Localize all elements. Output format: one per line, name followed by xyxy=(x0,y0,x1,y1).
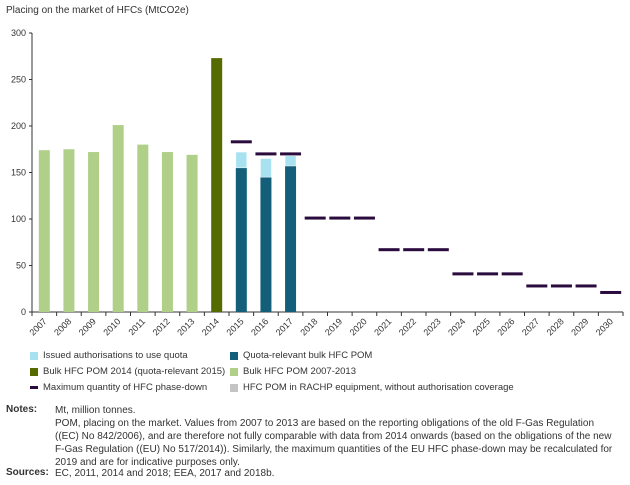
phase-down-cap xyxy=(526,284,548,288)
phase-down-cap xyxy=(403,248,425,252)
x-tick-label: 2014 xyxy=(200,316,221,337)
phase-down-cap xyxy=(304,216,326,220)
x-tick-label: 2016 xyxy=(249,316,270,337)
legend-item: Bulk HFC POM 2007-2013 xyxy=(230,366,356,377)
x-tick-label: 2023 xyxy=(421,316,442,337)
legend-swatch xyxy=(230,383,238,392)
legend-label: Quota-relevant bulk HFC POM xyxy=(243,350,373,361)
bar xyxy=(63,149,75,312)
legend-label: Maximum quantity of HFC phase-down xyxy=(43,382,208,393)
x-tick-label: 2022 xyxy=(397,316,418,337)
sources-label: Sources: xyxy=(6,467,49,478)
x-tick-label: 2009 xyxy=(77,316,98,337)
x-tick-label: 2018 xyxy=(298,316,319,337)
legend-label: Bulk HFC POM 2014 (quota-relevant 2015) xyxy=(43,366,226,377)
sources-text: EC, 2011, 2014 and 2018; EEA, 2017 and 2… xyxy=(55,468,275,479)
y-tick-label: 100 xyxy=(11,214,26,224)
legend-item: HFC POM in RACHP equipment, without auth… xyxy=(230,382,514,393)
x-tick-label: 2025 xyxy=(471,316,492,337)
bar xyxy=(285,165,297,312)
legend-swatch xyxy=(30,386,38,389)
x-tick-label: 2026 xyxy=(495,316,516,337)
bar xyxy=(161,152,173,312)
x-tick-label: 2029 xyxy=(569,316,590,337)
phase-down-cap xyxy=(329,216,351,220)
bar xyxy=(211,58,223,312)
phase-down-cap xyxy=(477,272,499,276)
phase-down-cap xyxy=(501,272,523,276)
phase-down-cap xyxy=(378,248,400,252)
phase-down-cap xyxy=(550,284,572,288)
bar xyxy=(260,158,272,178)
phase-down-cap xyxy=(427,248,449,252)
legend-item: Issued authorisations to use quota xyxy=(30,350,188,361)
x-tick-label: 2027 xyxy=(520,316,541,337)
legend-item: Bulk HFC POM 2014 (quota-relevant 2015) xyxy=(30,366,225,377)
legend-label: Issued authorisations to use quota xyxy=(43,350,188,361)
phase-down-cap xyxy=(600,290,622,294)
legend-label: HFC POM in RACHP equipment, without auth… xyxy=(243,382,514,393)
bar xyxy=(88,152,100,312)
phase-down-cap xyxy=(280,152,302,156)
x-tick-label: 2010 xyxy=(101,316,122,337)
chart-title: Placing on the market of HFCs (MtCO2e) xyxy=(6,5,189,16)
x-tick-label: 2020 xyxy=(348,316,369,337)
x-tick-label: 2008 xyxy=(52,316,73,337)
legend-label: Bulk HFC POM 2007-2013 xyxy=(243,366,356,377)
legend-swatch xyxy=(30,351,38,360)
y-tick-label: 50 xyxy=(16,261,26,271)
phase-down-cap xyxy=(353,216,375,220)
y-tick-label: 200 xyxy=(11,121,26,131)
bar xyxy=(112,125,124,312)
legend-swatch xyxy=(230,367,238,376)
legend-swatch xyxy=(30,367,38,376)
bar xyxy=(186,154,198,312)
bar xyxy=(235,167,247,312)
phase-down-cap xyxy=(255,152,277,156)
x-tick-label: 2028 xyxy=(545,316,566,337)
phase-down-cap xyxy=(230,140,252,144)
y-tick-label: 300 xyxy=(11,28,26,38)
phase-down-cap xyxy=(575,284,597,288)
notes-label: Notes: xyxy=(6,404,38,415)
legend-item: Quota-relevant bulk HFC POM xyxy=(230,350,372,361)
y-tick-label: 250 xyxy=(11,75,26,85)
bar xyxy=(235,151,248,169)
notes-line1: Mt, million tonnes. xyxy=(55,405,136,416)
x-tick-label: 2024 xyxy=(446,316,467,337)
legend-swatch xyxy=(230,351,238,360)
x-tick-label: 2030 xyxy=(594,316,615,337)
y-tick-label: 150 xyxy=(11,168,26,178)
bar xyxy=(38,150,50,312)
x-tick-label: 2012 xyxy=(151,316,172,337)
legend-item: Maximum quantity of HFC phase-down xyxy=(30,382,207,393)
bar xyxy=(137,144,149,312)
phase-down-cap xyxy=(452,272,474,276)
x-tick-label: 2019 xyxy=(323,316,344,337)
x-tick-label: 2017 xyxy=(274,316,295,337)
notes-line2: POM, placing on the market. Values from … xyxy=(55,418,613,468)
x-tick-label: 2021 xyxy=(372,316,393,337)
x-tick-label: 2013 xyxy=(175,316,196,337)
x-tick-label: 2007 xyxy=(27,316,48,337)
bar xyxy=(284,155,297,167)
y-tick-label: 0 xyxy=(21,307,26,317)
x-tick-label: 2015 xyxy=(224,316,245,337)
x-tick-label: 2011 xyxy=(126,316,147,337)
bar xyxy=(260,177,272,312)
